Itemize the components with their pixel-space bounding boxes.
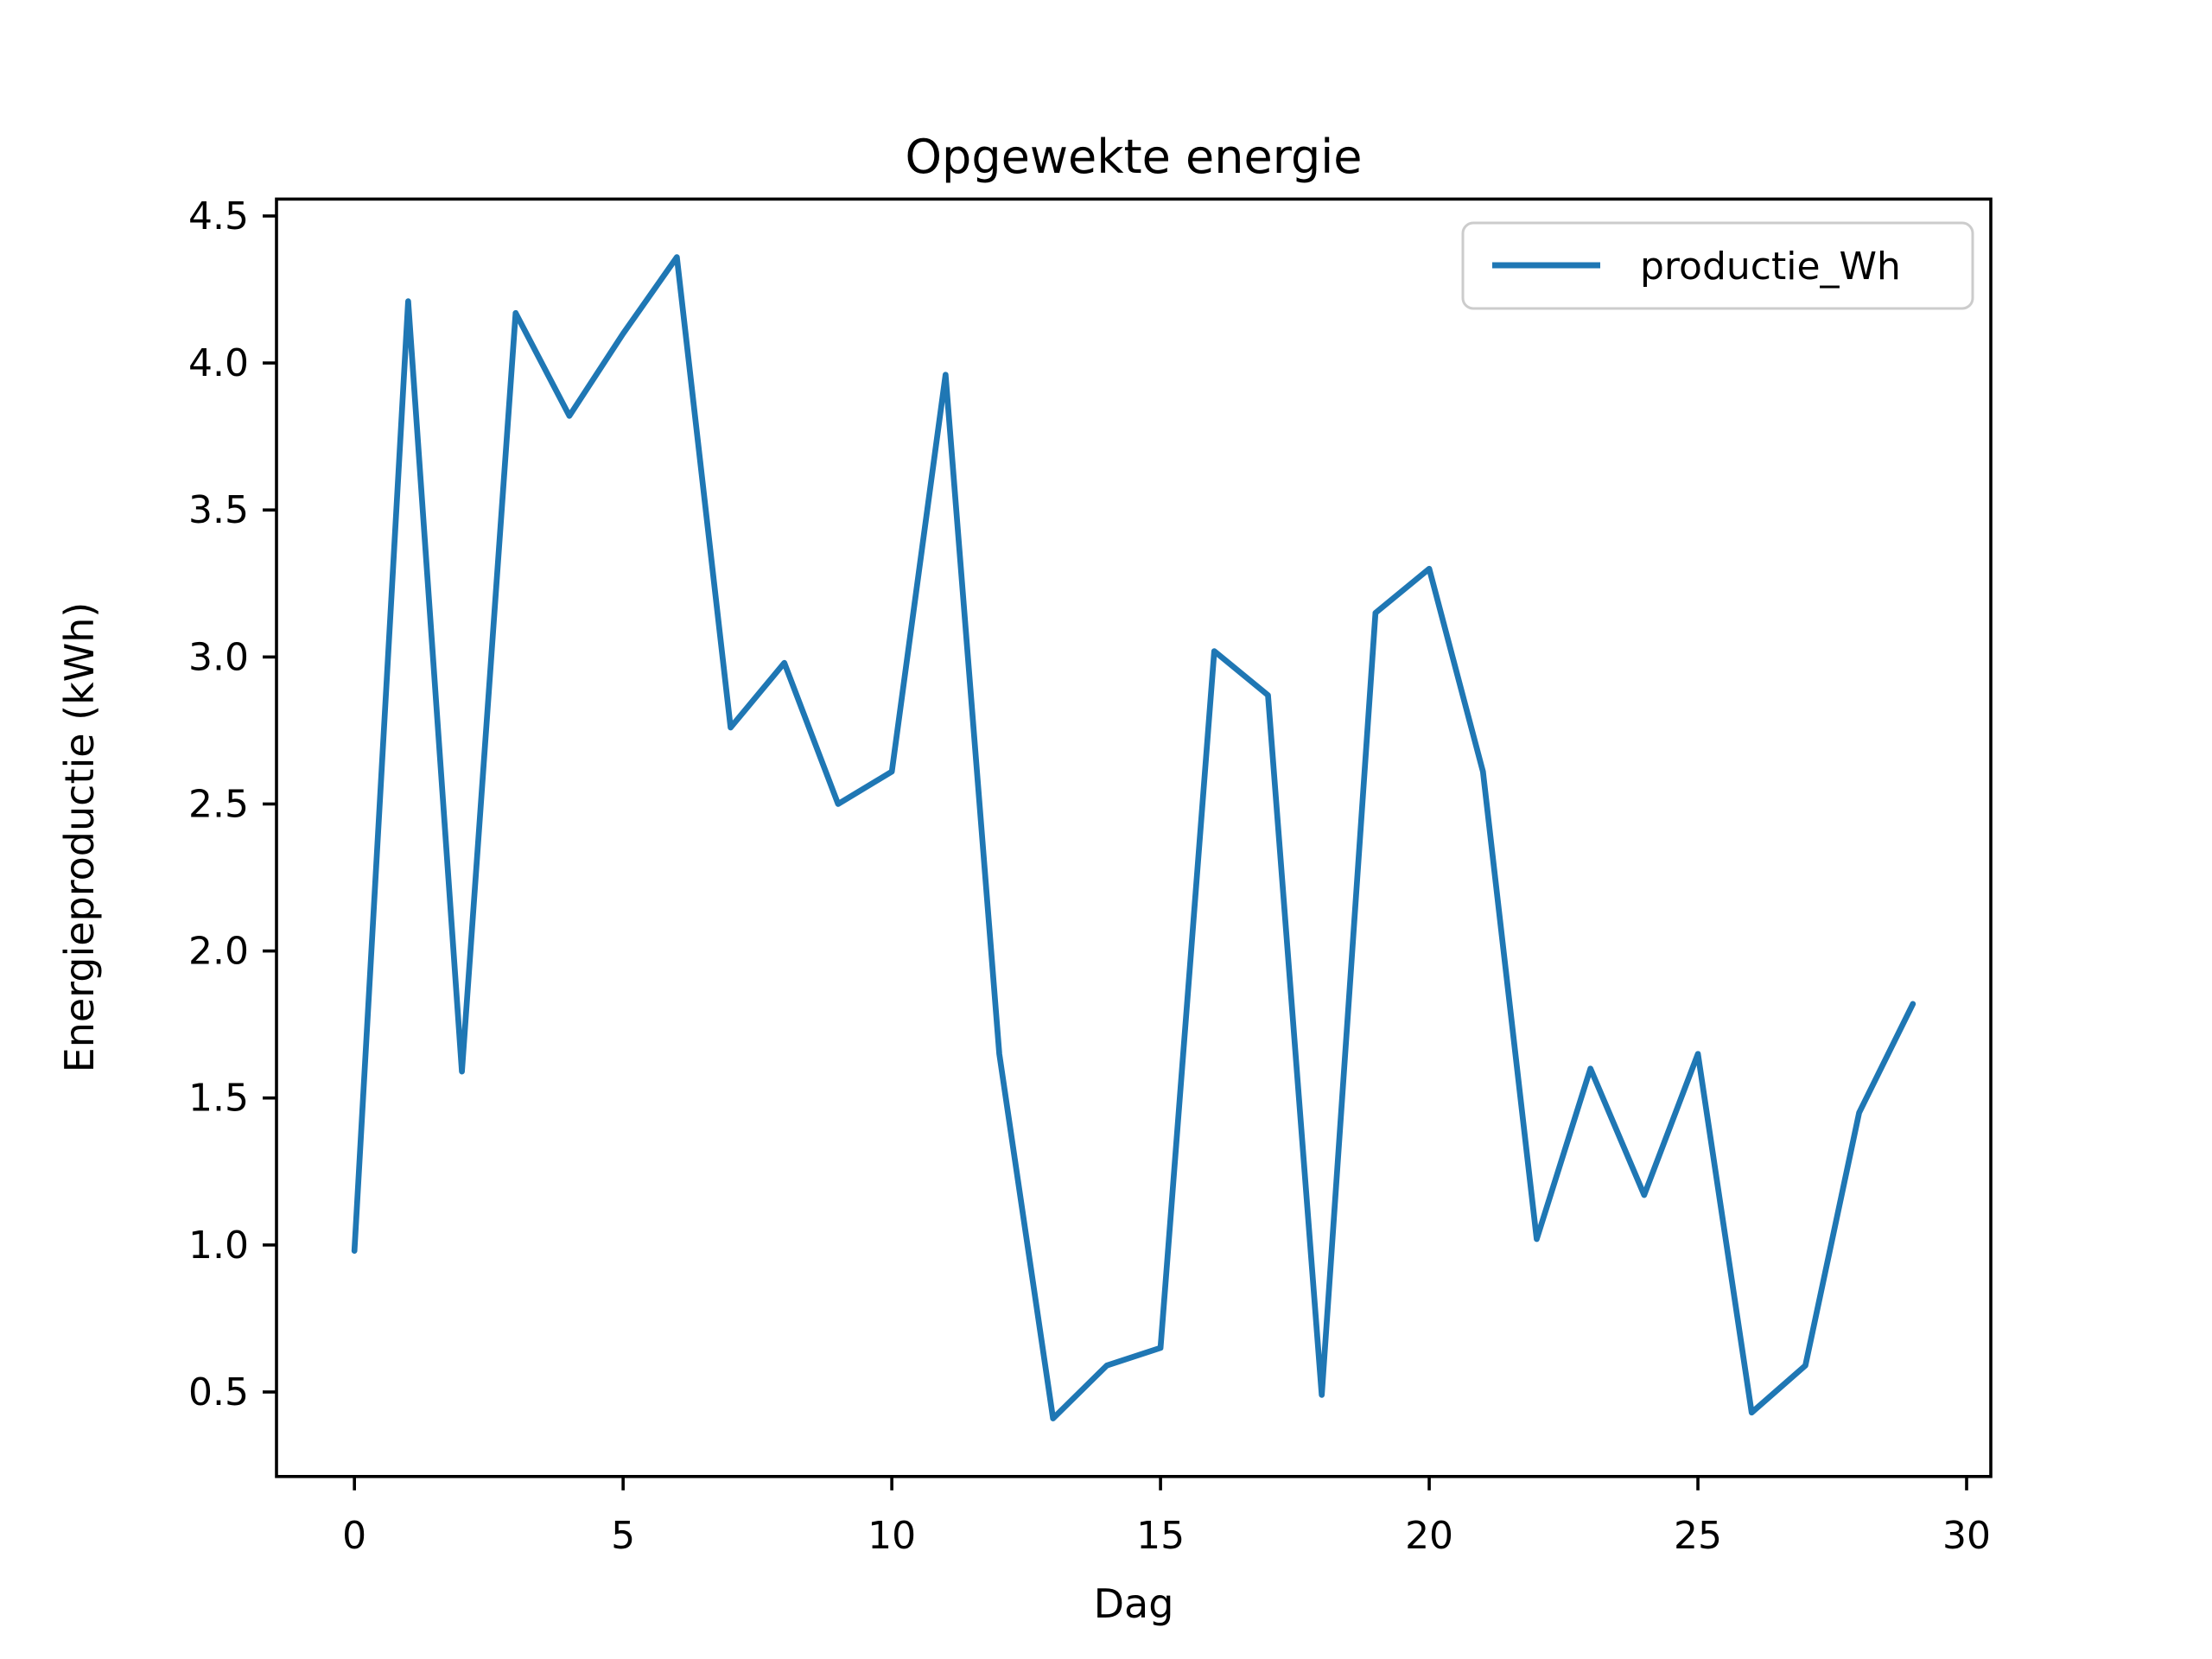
y-axis-ticks: 0.5 1.0 1.5 2.0 2.5 3.0 3.5 4.0 4.5 bbox=[188, 194, 276, 1414]
axes-spines bbox=[275, 197, 1993, 1478]
y-tick-label: 4.5 bbox=[188, 194, 249, 238]
productie-line-series bbox=[351, 254, 1916, 1421]
x-tick-label: 10 bbox=[868, 1514, 916, 1558]
x-tick-label: 30 bbox=[1942, 1514, 1991, 1558]
x-axis-ticks: 0 5 10 15 20 25 30 bbox=[342, 1476, 1991, 1558]
y-tick-label: 3.5 bbox=[188, 488, 249, 532]
x-tick-label: 5 bbox=[611, 1514, 635, 1558]
x-tick-label: 0 bbox=[342, 1514, 366, 1558]
y-tick-label: 2.5 bbox=[188, 782, 249, 826]
x-tick-label: 25 bbox=[1674, 1514, 1722, 1558]
x-tick-label: 20 bbox=[1405, 1514, 1453, 1558]
x-tick-label: 15 bbox=[1136, 1514, 1185, 1558]
y-axis-label: Energieproductie (kWh) bbox=[56, 602, 103, 1073]
y-tick-label: 4.0 bbox=[188, 341, 249, 385]
legend: productie_Wh bbox=[1461, 221, 1974, 310]
chart-title: Opgewekte energie bbox=[906, 130, 1363, 184]
y-tick-label: 3.0 bbox=[188, 635, 249, 679]
y-tick-label: 2.0 bbox=[188, 930, 249, 974]
legend-entry-label: productie_Wh bbox=[1640, 245, 1901, 289]
x-axis-label: Dag bbox=[1094, 1580, 1174, 1627]
y-tick-label: 1.0 bbox=[188, 1224, 249, 1268]
legend-box bbox=[1461, 221, 1974, 310]
y-tick-label: 0.5 bbox=[188, 1370, 249, 1414]
y-tick-label: 1.5 bbox=[188, 1077, 249, 1121]
